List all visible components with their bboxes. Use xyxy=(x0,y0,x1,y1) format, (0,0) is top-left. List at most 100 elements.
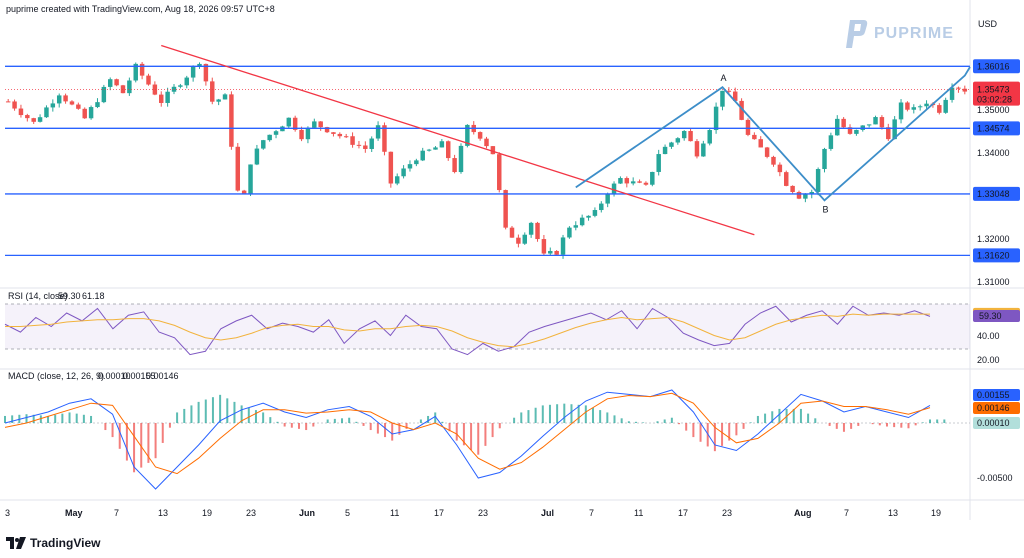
rsi-ma-value-legend: 61.18 xyxy=(82,291,105,301)
candle-body xyxy=(771,156,776,165)
macd-line xyxy=(4,389,931,490)
macd-histogram-bar xyxy=(427,415,430,423)
candle-body xyxy=(248,164,253,194)
candle-body xyxy=(369,138,374,149)
macd-histogram-bar xyxy=(742,423,745,429)
candle-body xyxy=(509,227,515,238)
candle-body xyxy=(114,79,119,86)
candle-body xyxy=(605,194,610,204)
macd-histogram-bar xyxy=(434,412,437,423)
candle-body xyxy=(917,106,923,108)
macd-histogram-bar xyxy=(11,415,14,423)
candle-body xyxy=(203,63,209,82)
candle-body xyxy=(643,182,649,185)
macd-histogram-bar xyxy=(878,423,881,426)
currency-label: USD xyxy=(978,19,998,29)
candle-body xyxy=(235,146,241,191)
candle-body xyxy=(18,108,24,116)
candle-body xyxy=(394,176,400,184)
candle-body xyxy=(656,154,661,172)
candle-body xyxy=(5,101,11,103)
rsi-value-tag xyxy=(973,310,1020,323)
macd-histogram-bar xyxy=(921,422,924,423)
candle-body xyxy=(159,94,164,103)
macd-histogram-bar xyxy=(419,419,422,423)
macd-histogram-bar xyxy=(290,423,293,428)
macd-histogram-bar xyxy=(254,410,257,423)
macd-histogram-bar xyxy=(25,414,28,423)
candle-body xyxy=(822,148,827,170)
macd-histogram-bar xyxy=(850,423,853,429)
macd-histogram-bar xyxy=(82,414,85,423)
macd-histogram-bar xyxy=(341,418,344,423)
macd-histogram-bar xyxy=(283,423,286,427)
candle-body xyxy=(401,168,406,177)
macd-histogram-bar xyxy=(527,410,530,423)
macd-histogram-bar xyxy=(699,423,702,442)
rsi-ma-line xyxy=(5,313,930,348)
candle-body xyxy=(95,102,100,108)
macd-histogram-bar xyxy=(570,404,573,423)
macd-histogram-bar xyxy=(297,423,300,429)
current-price-value: 1.35473 xyxy=(977,85,1010,95)
x-tick-label: 19 xyxy=(931,508,941,518)
candle-body xyxy=(305,127,311,140)
candle-body xyxy=(363,145,368,149)
macd-histogram-bar xyxy=(484,423,487,446)
macd-histogram-bar xyxy=(405,423,408,429)
candle-body xyxy=(241,190,247,194)
macd-histogram-bar xyxy=(885,423,888,427)
candle-body xyxy=(25,115,30,119)
candle-body xyxy=(222,94,228,100)
brand-mark-icon xyxy=(846,20,868,48)
macd-histogram-bar xyxy=(563,403,566,423)
macd-histogram-bar xyxy=(68,412,71,423)
rsi-line xyxy=(4,305,931,356)
macd-tick-label: -0.00500 xyxy=(977,473,1013,483)
macd-histogram-bar xyxy=(140,423,143,468)
candle-body xyxy=(764,147,770,157)
candle-body xyxy=(611,183,617,195)
candle-body xyxy=(694,141,700,157)
macd-histogram-bar xyxy=(125,423,128,461)
candle-body xyxy=(943,99,948,113)
x-tick-label: 7 xyxy=(114,508,119,518)
macd-histogram-bar xyxy=(591,407,594,423)
macd-histogram-bar xyxy=(391,423,394,441)
macd-histogram-bar xyxy=(685,423,688,431)
macd-histogram-bar xyxy=(799,408,802,423)
candle-body xyxy=(528,222,534,235)
candle-body xyxy=(107,79,113,87)
candle-body xyxy=(720,90,725,107)
macd-histogram-bar xyxy=(168,423,171,428)
macd-line-legend: 0.00155 xyxy=(123,371,156,381)
candle-countdown: 03:02:28 xyxy=(977,95,1012,105)
candle-body xyxy=(382,125,387,152)
macd-histogram-bar xyxy=(247,407,250,423)
x-tick-label: May xyxy=(65,508,83,518)
candle-body xyxy=(790,185,795,193)
candle-body xyxy=(152,84,158,95)
macd-histogram-bar xyxy=(692,423,695,438)
macd-histogram-bar xyxy=(721,423,724,446)
candle-body xyxy=(146,75,151,85)
x-tick-label: Aug xyxy=(794,508,812,518)
macd-value-tag xyxy=(973,417,1020,429)
macd-histogram-bar xyxy=(735,423,738,436)
downtrend-line xyxy=(161,44,755,236)
macd-histogram-bar xyxy=(728,423,731,441)
candle-body xyxy=(592,210,598,216)
candle-body xyxy=(573,225,579,228)
candle-body xyxy=(956,87,961,89)
macd-histogram-bar xyxy=(792,408,795,423)
x-tick-label: 23 xyxy=(722,508,732,518)
candle-body xyxy=(662,146,668,155)
macd-histogram-bar xyxy=(936,419,939,423)
macd-histogram-bar xyxy=(219,394,222,423)
candle-body xyxy=(752,134,757,140)
rsi-band xyxy=(5,304,970,349)
macd-histogram-bar xyxy=(893,423,896,428)
macd-histogram-bar xyxy=(613,415,616,423)
macd-histogram-bar xyxy=(262,412,265,423)
